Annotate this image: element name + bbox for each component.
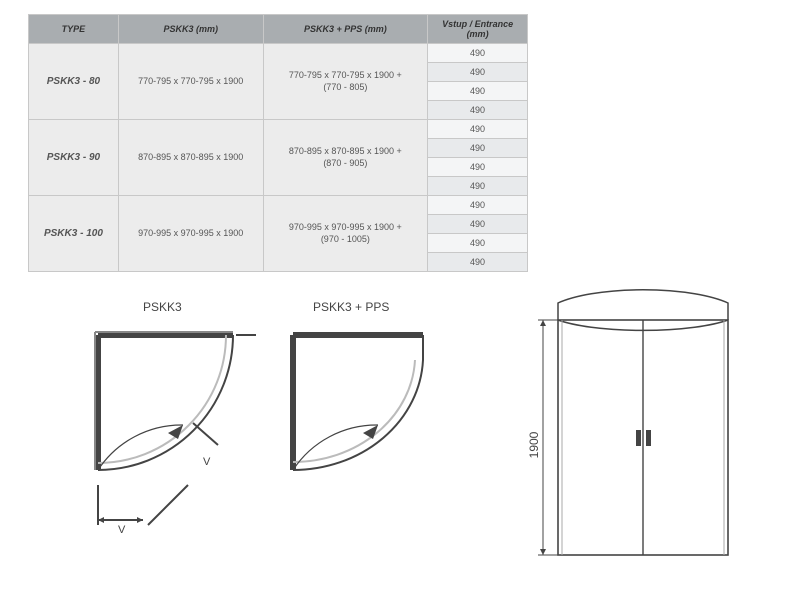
pskk3-pps-top-icon xyxy=(283,325,433,505)
entrance-cell: 490 xyxy=(428,120,528,139)
dim-cell: 770-795 x 770-795 x 1900 xyxy=(118,44,263,120)
entrance-cell: 490 xyxy=(428,82,528,101)
entrance-cell: 490 xyxy=(428,44,528,63)
diagram-label-mid: PSKK3 + PPS xyxy=(313,300,389,314)
entrance-cell: 490 xyxy=(428,196,528,215)
entrance-cell: 490 xyxy=(428,234,528,253)
dim-pps-main: 870-895 x 870-895 x 1900 + xyxy=(289,146,402,156)
dim-pps-cell: 970-995 x 970-995 x 1900 + (970 - 1005) xyxy=(263,196,428,272)
dim-pps-sub: (770 - 805) xyxy=(270,82,422,94)
v-label-side: V xyxy=(203,456,211,468)
dim-pps-main: 770-795 x 770-795 x 1900 + xyxy=(289,70,402,80)
dim-pps-cell: 870-895 x 870-895 x 1900 + (870 - 905) xyxy=(263,120,428,196)
table-header-row: TYPE PSKK3 (mm) PSKK3 + PPS (mm) Vstup /… xyxy=(29,15,528,44)
diagrams-area: PSKK3 PSKK3 + PPS V V xyxy=(28,300,772,580)
entrance-cell: 490 xyxy=(428,63,528,82)
entrance-cell: 490 xyxy=(428,139,528,158)
entrance-cell: 490 xyxy=(428,158,528,177)
table-row: PSKK3 - 100970-995 x 970-995 x 1900970-9… xyxy=(29,196,528,215)
dim-cell: 970-995 x 970-995 x 1900 xyxy=(118,196,263,272)
dim-pps-sub: (870 - 905) xyxy=(270,158,422,170)
pskk3-top-icon: V V xyxy=(88,325,258,545)
entrance-cell: 490 xyxy=(428,215,528,234)
type-cell: PSKK3 - 100 xyxy=(29,196,119,272)
elevation-icon: 1900 xyxy=(498,285,758,575)
th-type: TYPE xyxy=(29,15,119,44)
spec-table: TYPE PSKK3 (mm) PSKK3 + PPS (mm) Vstup /… xyxy=(28,14,528,272)
entrance-cell: 490 xyxy=(428,101,528,120)
type-cell: PSKK3 - 80 xyxy=(29,44,119,120)
height-label: 1900 xyxy=(527,431,541,458)
table-row: PSKK3 - 80770-795 x 770-795 x 1900770-79… xyxy=(29,44,528,63)
th-entrance: Vstup / Entrance (mm) xyxy=(428,15,528,44)
spec-table-wrap: TYPE PSKK3 (mm) PSKK3 + PPS (mm) Vstup /… xyxy=(28,14,528,272)
table-row: PSKK3 - 90870-895 x 870-895 x 1900870-89… xyxy=(29,120,528,139)
type-cell: PSKK3 - 90 xyxy=(29,120,119,196)
entrance-cell: 490 xyxy=(428,253,528,272)
diagram-label-left: PSKK3 xyxy=(143,300,182,314)
th-pskk3: PSKK3 (mm) xyxy=(118,15,263,44)
dim-cell: 870-895 x 870-895 x 1900 xyxy=(118,120,263,196)
dim-pps-main: 970-995 x 970-995 x 1900 + xyxy=(289,222,402,232)
v-label-bottom: V xyxy=(118,524,126,536)
th-pskk3-pps: PSKK3 + PPS (mm) xyxy=(263,15,428,44)
dim-pps-cell: 770-795 x 770-795 x 1900 + (770 - 805) xyxy=(263,44,428,120)
dim-pps-sub: (970 - 1005) xyxy=(270,234,422,246)
entrance-cell: 490 xyxy=(428,177,528,196)
